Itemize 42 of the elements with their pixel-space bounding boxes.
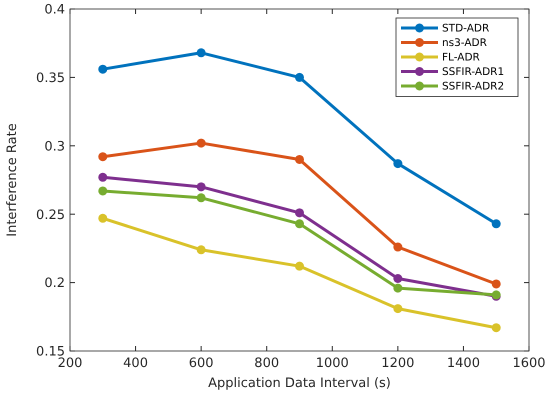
point: [393, 159, 402, 168]
point: [196, 193, 206, 202]
point: [393, 284, 402, 293]
point: [98, 152, 108, 162]
point: [492, 219, 501, 228]
x-tick-label: 1200: [381, 356, 414, 371]
point: [196, 48, 206, 58]
legend-label: STD-ADR: [442, 22, 490, 35]
y-tick-label: 0.4: [44, 2, 65, 18]
x-tick-label: 1600: [512, 356, 546, 371]
x-tick-label: 1000: [316, 356, 349, 371]
point: [393, 304, 402, 314]
point: [295, 154, 304, 164]
point: [98, 214, 108, 223]
point: [393, 274, 402, 283]
legend-label: SSFIR-ADR1: [442, 66, 504, 78]
point: [196, 182, 206, 192]
point: [98, 64, 108, 74]
y-tick-label: 0.35: [36, 70, 65, 86]
y-axis-title: Interference Rate: [5, 123, 20, 237]
legend-label: ns3-ADR: [442, 37, 487, 50]
legend-label: SSFIR-ADR2: [442, 80, 504, 93]
point: [98, 172, 108, 182]
point: [492, 323, 501, 332]
x-tick-label: 1400: [446, 356, 480, 371]
y-tick-label: 0.25: [36, 208, 65, 223]
x-axis-title: Application Data Interval (s): [208, 376, 391, 391]
x-tick-label: 600: [188, 356, 214, 371]
point: [98, 186, 108, 196]
y-tick-label: 0.3: [44, 139, 65, 154]
point: [295, 208, 304, 218]
point: [492, 279, 501, 288]
point: [295, 262, 304, 271]
x-tick-label: 800: [254, 356, 280, 371]
point: [295, 72, 304, 82]
point: [295, 219, 304, 228]
point: [196, 138, 206, 148]
y-tick-label: 0.2: [44, 276, 65, 292]
point: [393, 242, 402, 252]
point: [196, 245, 206, 254]
legend-label: FL-ADR: [442, 52, 480, 64]
x-tick-label: 400: [123, 356, 148, 371]
